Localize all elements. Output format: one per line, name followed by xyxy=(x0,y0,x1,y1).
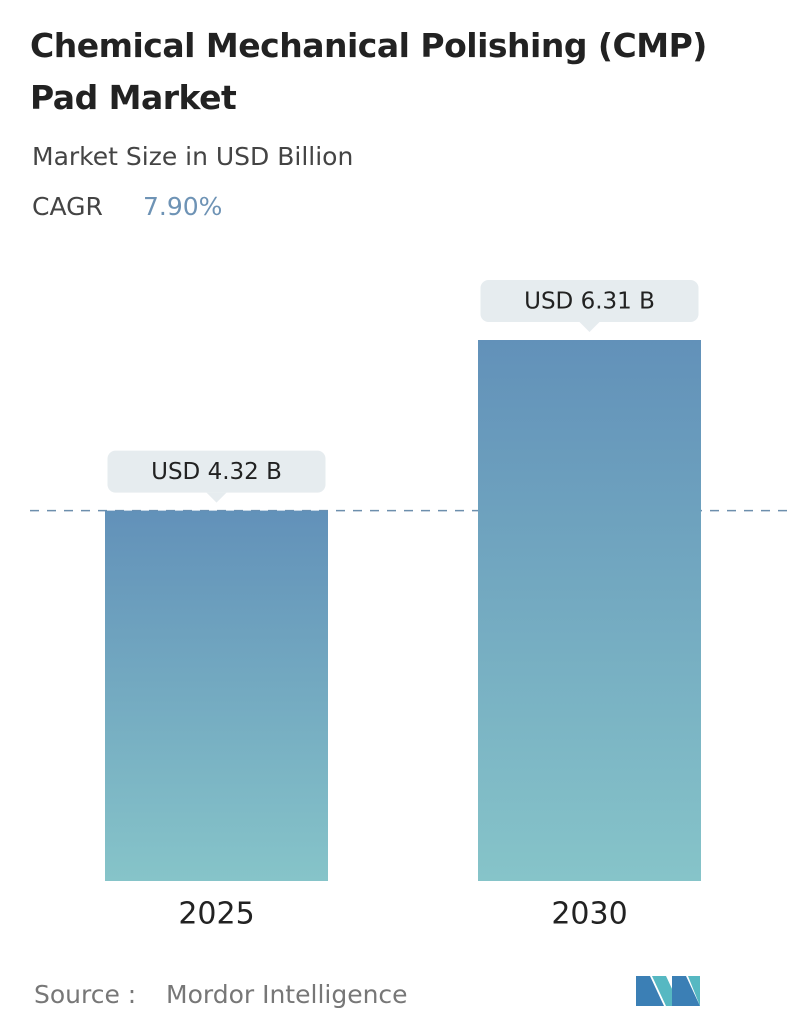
source-label: Source : xyxy=(34,980,136,1009)
cagr-value: 7.90% xyxy=(143,192,222,221)
value-label: USD 4.32 B xyxy=(151,459,282,485)
chart-title: Chemical Mechanical Polishing (CMP) Pad … xyxy=(30,26,707,117)
value-label-pointer xyxy=(579,322,600,332)
title-box: Chemical Mechanical Polishing (CMP) Pad … xyxy=(30,26,707,117)
bar xyxy=(105,510,328,881)
bar xyxy=(478,340,701,881)
x-tick-label: 2025 xyxy=(178,897,254,932)
value-label-box xyxy=(107,450,326,493)
value-label: USD 6.31 B xyxy=(524,289,655,315)
source-value: Mordor Intelligence xyxy=(166,980,408,1009)
logo xyxy=(636,976,700,1006)
x-tick-label: 2030 xyxy=(551,897,627,932)
value-label-box xyxy=(480,280,699,322)
value-label-pointer xyxy=(206,492,227,503)
cagr-label: CAGR xyxy=(32,192,103,221)
subtitle: Market Size in USD Billion xyxy=(32,142,353,171)
